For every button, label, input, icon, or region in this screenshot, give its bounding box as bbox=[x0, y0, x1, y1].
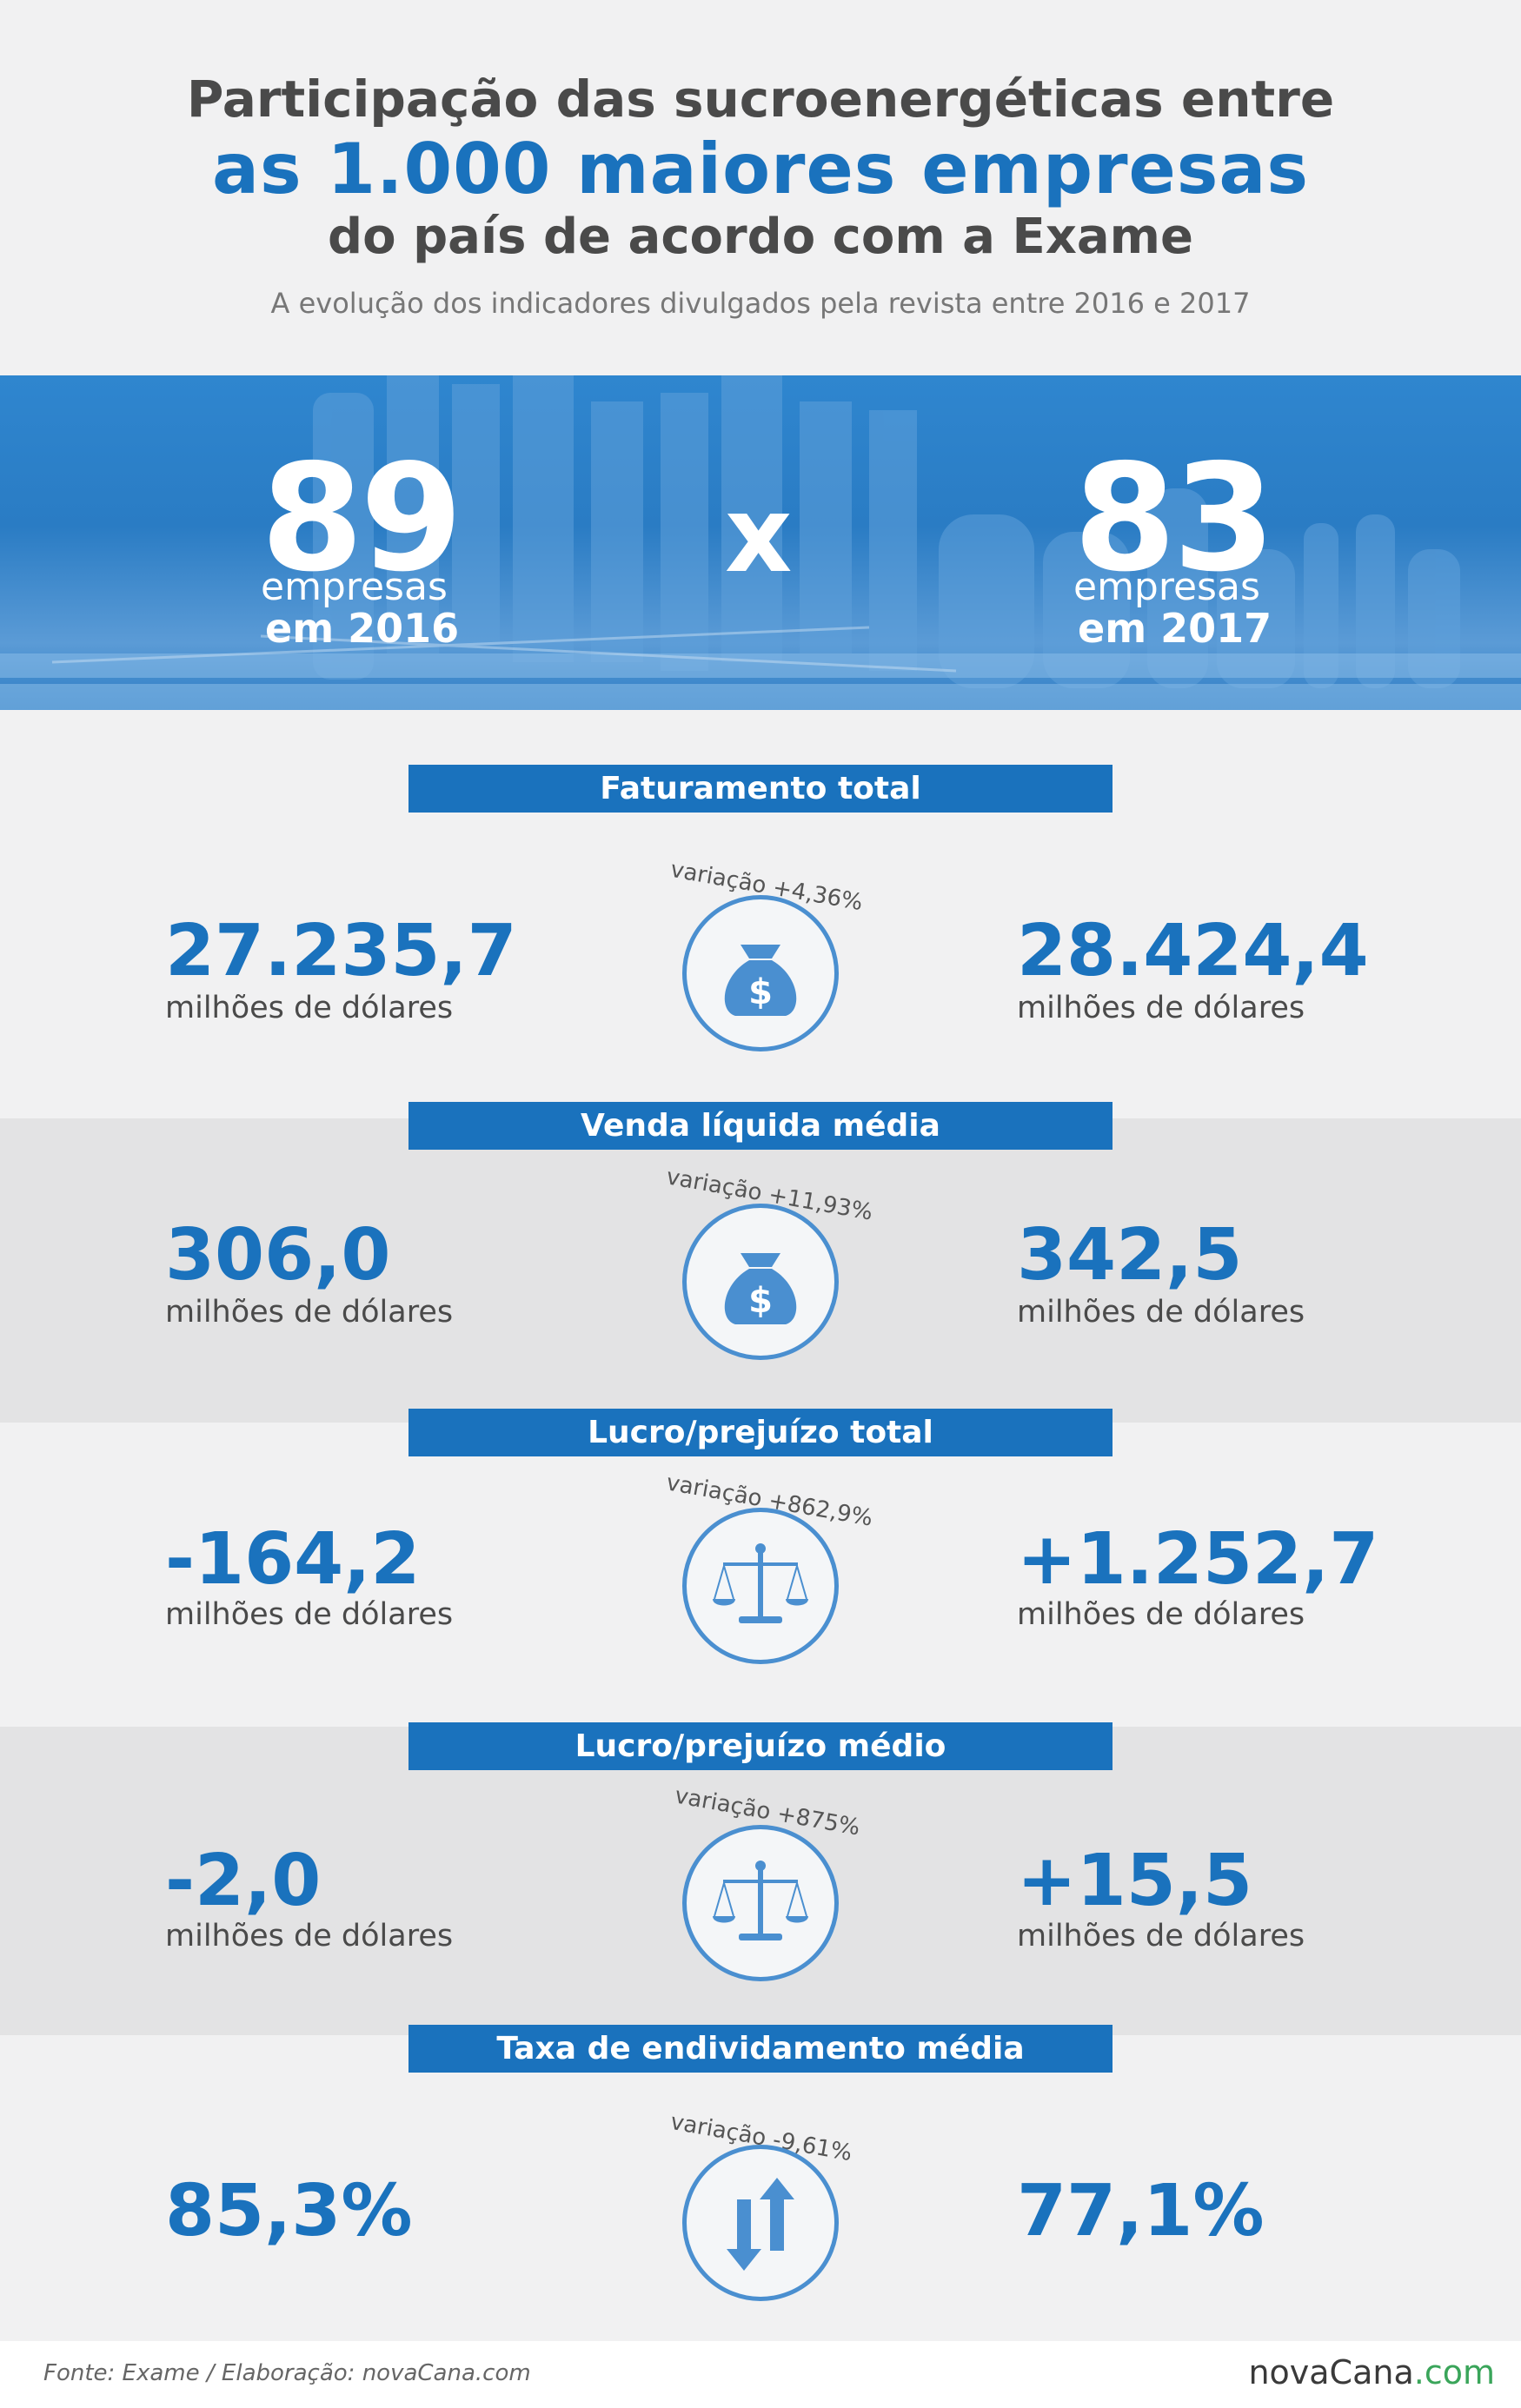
section-title-faturamento: Faturamento total bbox=[408, 765, 1113, 813]
venda-liquida-icon-circle: $ bbox=[682, 1204, 839, 1360]
logo-main: novaCana bbox=[1248, 2353, 1414, 2391]
svg-text:$: $ bbox=[748, 972, 773, 1012]
endividamento-2017-value: 77,1% bbox=[1017, 2170, 1265, 2252]
endividamento-icon-circle bbox=[682, 2145, 839, 2301]
venda-liquida-2016-value: 306,0 bbox=[165, 1214, 391, 1297]
money-bag-icon: $ bbox=[724, 1253, 797, 1324]
svg-text:$: $ bbox=[748, 1281, 773, 1321]
subtitle: A evolução dos indicadores divulgados pe… bbox=[270, 287, 1251, 320]
title-line-1: Participação das sucroenergéticas entre bbox=[186, 70, 1335, 129]
footer: Fonte: Exame / Elaboração: novaCana.com … bbox=[0, 2341, 1521, 2408]
lucro-total-icon-circle bbox=[682, 1508, 839, 1664]
venda-liquida-2017-unit: milhões de dólares bbox=[1017, 1295, 1305, 1330]
section-title-endividamento: Taxa de endividamento média bbox=[408, 2025, 1113, 2073]
lucro-total-2016-unit: milhões de dólares bbox=[165, 1597, 454, 1632]
section-title-venda-liquida: Venda líquida média bbox=[408, 1102, 1113, 1150]
money-bag-icon: $ bbox=[724, 945, 797, 1016]
header: Participação das sucroenergéticas entre … bbox=[0, 0, 1521, 375]
companies-2016-label: empresas bbox=[261, 565, 448, 609]
source-credit: Fonte: Exame / Elaboração: novaCana.com bbox=[43, 2360, 531, 2386]
arrows-up-down-icon bbox=[727, 2178, 794, 2271]
novacana-logo: novaCana.com bbox=[1248, 2353, 1495, 2391]
title-line-3: do país de acordo com a Exame bbox=[328, 209, 1193, 265]
lucro-total-2017-unit: milhões de dólares bbox=[1017, 1597, 1305, 1632]
companies-2017-year: em 2017 bbox=[1078, 605, 1272, 652]
companies-2017-label: empresas bbox=[1073, 565, 1260, 609]
lucro-medio-2017-value: +15,5 bbox=[1017, 1840, 1253, 1922]
faturamento-2016-unit: milhões de dólares bbox=[165, 991, 454, 1025]
scale-icon bbox=[713, 1861, 808, 1940]
section-title-lucro-total: Lucro/prejuízo total bbox=[408, 1409, 1113, 1456]
scale-icon bbox=[713, 1543, 808, 1623]
logo-suffix: .com bbox=[1413, 2353, 1495, 2391]
versus-x: x bbox=[725, 475, 793, 596]
companies-2016-number: 89 bbox=[261, 433, 463, 605]
faturamento-icon-circle: $ bbox=[682, 895, 839, 1051]
lucro-medio-2017-unit: milhões de dólares bbox=[1017, 1919, 1305, 1954]
companies-2016-year: em 2016 bbox=[265, 605, 460, 652]
companies-2017-number: 83 bbox=[1073, 433, 1276, 605]
lucro-total-2017-value: +1.252,7 bbox=[1017, 1518, 1379, 1601]
lucro-medio-icon-circle bbox=[682, 1825, 839, 1981]
lucro-total-2016-value: -164,2 bbox=[165, 1518, 421, 1601]
lucro-medio-2016-unit: milhões de dólares bbox=[165, 1919, 454, 1954]
venda-liquida-2016-unit: milhões de dólares bbox=[165, 1295, 454, 1330]
endividamento-2016-value: 85,3% bbox=[165, 2170, 413, 2252]
company-count-banner: 89 empresas em 2016 x 83 empresas em 201… bbox=[0, 375, 1521, 710]
title-line-2: as 1.000 maiores empresas bbox=[211, 129, 1310, 209]
venda-liquida-2017-value: 342,5 bbox=[1017, 1214, 1243, 1297]
lucro-medio-2016-value: -2,0 bbox=[165, 1840, 322, 1922]
faturamento-2017-value: 28.424,4 bbox=[1017, 910, 1369, 992]
faturamento-2017-unit: milhões de dólares bbox=[1017, 991, 1305, 1025]
faturamento-2016-value: 27.235,7 bbox=[165, 910, 517, 992]
industrial-plant-image bbox=[0, 375, 1521, 710]
section-title-lucro-medio: Lucro/prejuízo médio bbox=[408, 1722, 1113, 1770]
